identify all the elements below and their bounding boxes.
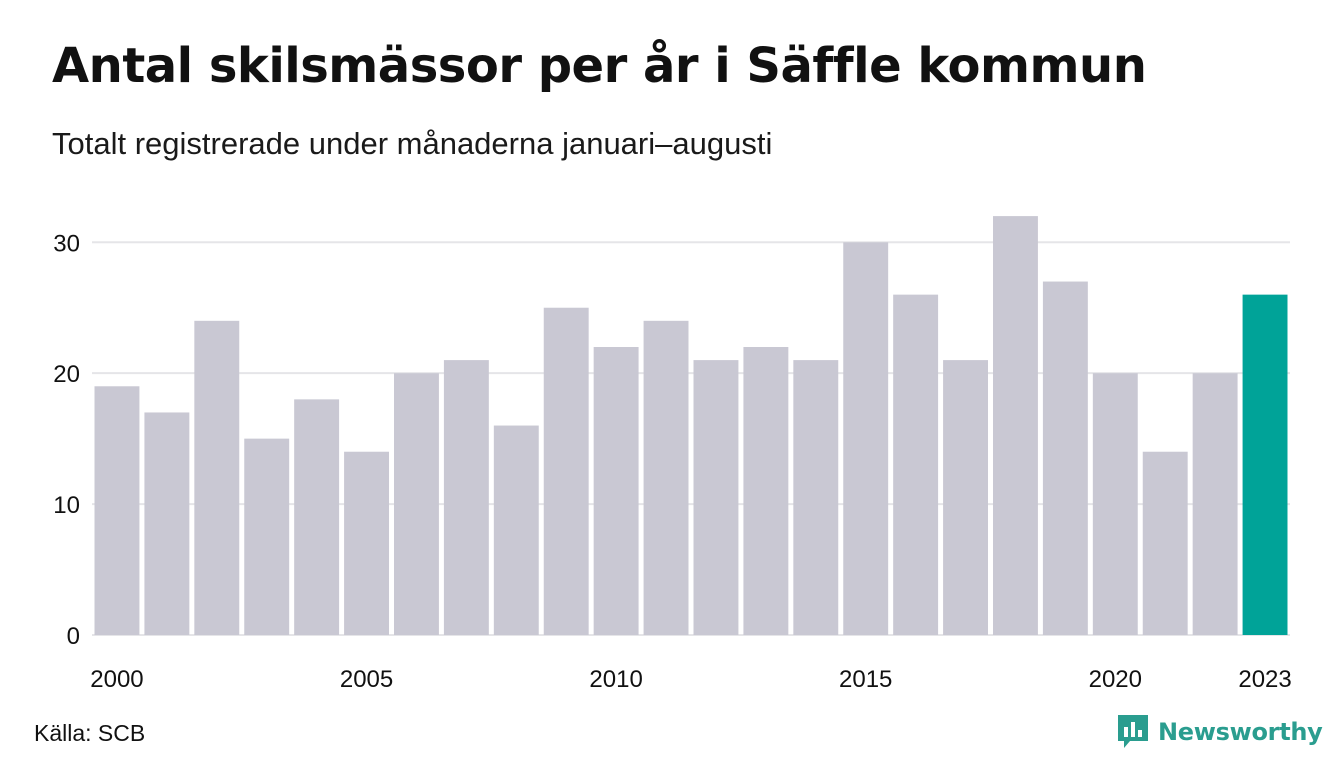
y-axis-ticks: 0 10 20 30 (53, 230, 80, 650)
bar-2018 (993, 216, 1038, 635)
bar-2015 (843, 242, 889, 636)
y-tick-label: 10 (53, 492, 80, 519)
source-note: Källa: SCB (34, 720, 146, 746)
bar-2002 (194, 320, 240, 635)
gridlines (92, 241, 1290, 636)
bar-2016 (893, 294, 939, 635)
x-tick-label: 2015 (839, 666, 892, 693)
brand-name: Newsworthy (1158, 718, 1323, 746)
y-tick-label: 20 (53, 361, 80, 388)
chart-subtitle: Totalt registrerade under månaderna janu… (52, 126, 773, 161)
bar-2006 (394, 373, 439, 635)
bar-2011 (643, 320, 689, 635)
y-tick-label: 0 (67, 623, 80, 650)
bar-2009 (543, 307, 589, 635)
brand-logo: Newsworthy (1118, 714, 1323, 750)
bar-2014 (793, 360, 839, 635)
chart-title: Antal skilsmässor per år i Säffle kommun (52, 38, 1147, 94)
bar-2001 (144, 412, 190, 635)
bar-2012 (693, 360, 739, 635)
bar-2021 (1142, 451, 1188, 635)
x-tick-label: 2010 (589, 666, 642, 693)
x-tick-label: 2000 (90, 666, 143, 693)
bar-2005 (344, 451, 389, 635)
bar-2019 (1042, 281, 1088, 635)
bar-2003 (244, 438, 290, 635)
bar-2008 (493, 425, 539, 635)
bar-2004 (294, 399, 340, 635)
bar-2023 (1242, 294, 1288, 635)
bar-2007 (443, 360, 489, 635)
bar-2017 (943, 360, 988, 635)
bar-2000 (94, 386, 140, 635)
bar-2013 (743, 347, 789, 635)
x-tick-label: 2005 (340, 666, 393, 693)
bar-2022 (1192, 373, 1238, 635)
y-tick-label: 30 (53, 230, 80, 257)
bar-2020 (1092, 373, 1138, 635)
bar-2010 (593, 347, 639, 635)
x-tick-label: 2020 (1089, 666, 1142, 693)
x-tick-label: 2023 (1238, 666, 1291, 693)
bars (94, 216, 1288, 636)
x-axis-ticks: 2000 2005 2010 2015 2020 2023 (90, 666, 1291, 693)
newsworthy-logo-icon (1118, 715, 1148, 748)
